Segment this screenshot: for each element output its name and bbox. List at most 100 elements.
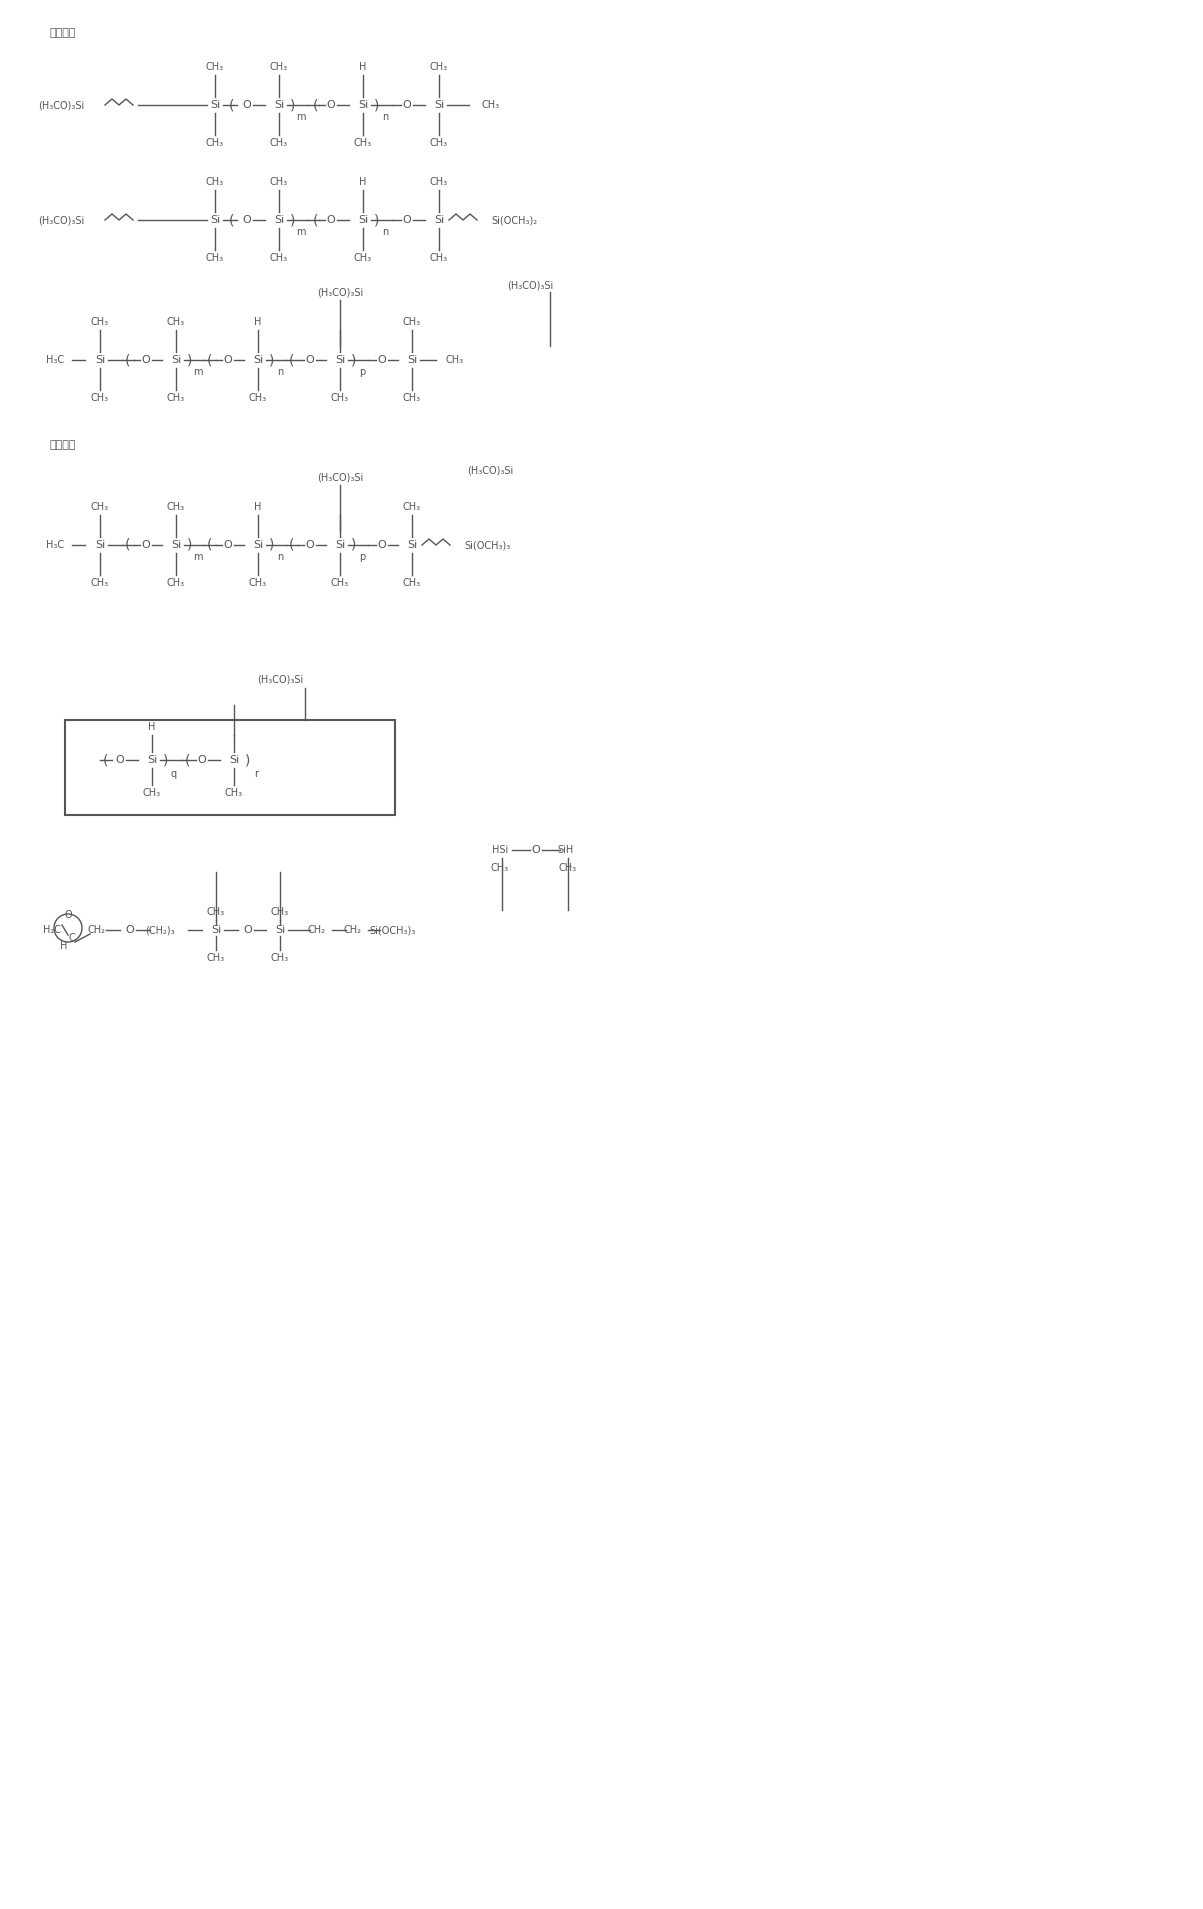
Text: Si: Si	[95, 540, 105, 550]
Text: m: m	[296, 227, 306, 237]
Text: (H₃CO)₃Si: (H₃CO)₃Si	[316, 472, 363, 481]
Text: C: C	[69, 934, 76, 943]
Text: ): )	[164, 752, 168, 767]
Text: (: (	[229, 97, 233, 113]
Text: CH₃: CH₃	[206, 178, 224, 187]
Text: (: (	[313, 214, 318, 227]
Text: O: O	[327, 99, 336, 111]
Text: ): )	[374, 97, 380, 113]
Text: Si: Si	[334, 355, 345, 365]
Text: O: O	[378, 540, 386, 550]
Text: H₃C: H₃C	[46, 540, 64, 550]
Text: CH₃: CH₃	[143, 788, 161, 798]
Text: (: (	[125, 353, 131, 367]
Text: CH₃: CH₃	[225, 788, 243, 798]
Text: CH₃: CH₃	[167, 393, 185, 403]
Text: ): )	[269, 353, 274, 367]
Text: CH₃: CH₃	[331, 393, 349, 403]
Text: ): )	[351, 538, 356, 552]
Text: CH₃: CH₃	[403, 393, 421, 403]
Text: O: O	[327, 216, 336, 225]
Text: CH₃: CH₃	[269, 254, 288, 263]
Text: CH₃: CH₃	[354, 254, 372, 263]
Text: m: m	[194, 367, 203, 376]
Text: (H₃CO)₃Si: (H₃CO)₃Si	[38, 216, 84, 225]
Text: CH₃: CH₃	[269, 137, 288, 149]
Text: Si(OCH₃)₂: Si(OCH₃)₂	[491, 216, 537, 225]
Text: Si: Si	[171, 540, 182, 550]
Text: CH₃: CH₃	[271, 953, 289, 962]
Text: 【化２】: 【化２】	[51, 439, 77, 451]
Text: O: O	[532, 846, 540, 855]
Text: CH₃: CH₃	[429, 254, 448, 263]
Text: H: H	[254, 317, 262, 326]
Text: O: O	[243, 99, 251, 111]
Text: Si: Si	[274, 216, 284, 225]
Text: CH₃: CH₃	[429, 61, 448, 73]
Text: CH₂: CH₂	[307, 926, 325, 935]
Text: CH₃: CH₃	[481, 99, 499, 111]
Text: CH₃: CH₃	[167, 502, 185, 512]
Text: Si(OCH₃)₃: Si(OCH₃)₃	[369, 926, 415, 935]
Text: (: (	[125, 538, 131, 552]
Text: Si: Si	[209, 216, 220, 225]
Text: O: O	[378, 355, 386, 365]
Text: CH₃: CH₃	[271, 907, 289, 916]
Text: (: (	[289, 353, 295, 367]
Text: CH₃: CH₃	[91, 317, 109, 326]
Text: H: H	[60, 941, 67, 951]
Text: Si: Si	[434, 216, 444, 225]
Text: ): )	[245, 752, 250, 767]
Text: CH₃: CH₃	[354, 137, 372, 149]
Text: CH₃: CH₃	[403, 317, 421, 326]
Text: O: O	[197, 754, 207, 766]
Text: (: (	[229, 214, 233, 227]
Text: (: (	[313, 97, 318, 113]
Text: O: O	[244, 926, 253, 935]
Text: HSi: HSi	[492, 846, 508, 855]
Text: Si: Si	[253, 540, 263, 550]
Text: Si: Si	[147, 754, 158, 766]
Text: CH₃: CH₃	[331, 578, 349, 588]
Text: CH₂: CH₂	[87, 926, 105, 935]
Text: CH₃: CH₃	[491, 863, 509, 872]
Text: ): )	[290, 97, 296, 113]
Text: CH₃: CH₃	[403, 578, 421, 588]
Text: O: O	[403, 216, 411, 225]
Text: SiH: SiH	[558, 846, 574, 855]
Text: CH₂: CH₂	[343, 926, 361, 935]
Text: O: O	[243, 216, 251, 225]
Text: (H₃CO)₃Si: (H₃CO)₃Si	[506, 281, 553, 290]
Text: CH₃: CH₃	[206, 254, 224, 263]
Text: O: O	[306, 540, 314, 550]
Text: CH₃: CH₃	[249, 393, 267, 403]
Text: O: O	[115, 754, 124, 766]
Text: H₂C: H₂C	[43, 926, 61, 935]
Text: H: H	[360, 61, 367, 73]
Text: p: p	[358, 367, 366, 376]
Text: CH₃: CH₃	[269, 178, 288, 187]
Text: CH₃: CH₃	[429, 137, 448, 149]
Text: CH₃: CH₃	[206, 61, 224, 73]
Text: O: O	[224, 540, 232, 550]
Text: Si: Si	[274, 99, 284, 111]
Text: q: q	[171, 769, 177, 779]
Text: n: n	[277, 367, 283, 376]
Text: (H₃CO)₃Si: (H₃CO)₃Si	[257, 676, 303, 685]
Text: Si: Si	[253, 355, 263, 365]
Text: Si(OCH₃)₃: Si(OCH₃)₃	[464, 540, 510, 550]
Text: O: O	[64, 911, 72, 920]
Text: Si: Si	[95, 355, 105, 365]
Text: Si: Si	[229, 754, 239, 766]
Text: CH₃: CH₃	[91, 502, 109, 512]
Text: O: O	[306, 355, 314, 365]
Text: ): )	[374, 214, 380, 227]
Text: Si: Si	[171, 355, 182, 365]
Text: CH₃: CH₃	[207, 907, 225, 916]
Text: Si: Si	[434, 99, 444, 111]
Text: O: O	[403, 99, 411, 111]
Text: Si: Si	[211, 926, 221, 935]
Text: Si: Si	[407, 540, 417, 550]
Text: (: (	[207, 538, 213, 552]
Text: CH₃: CH₃	[167, 578, 185, 588]
